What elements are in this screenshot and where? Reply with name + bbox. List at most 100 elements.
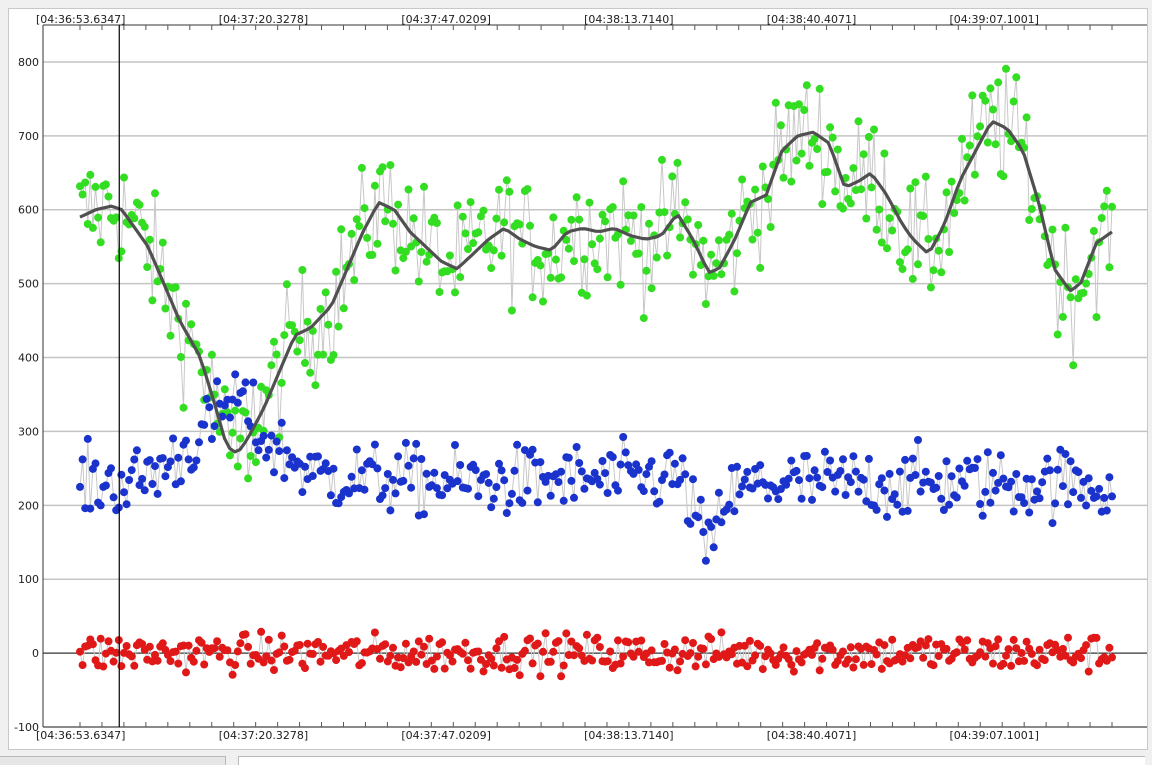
data-point (818, 200, 827, 209)
data-point (1061, 223, 1070, 232)
data-point (86, 504, 95, 513)
data-point (536, 672, 545, 681)
data-point (523, 185, 532, 194)
bottom-left-panel[interactable] (0, 756, 226, 765)
data-point (187, 320, 196, 329)
data-point (254, 446, 263, 455)
data-point (771, 660, 780, 669)
data-point (497, 251, 506, 260)
data-point (960, 645, 969, 654)
data-point (210, 644, 219, 653)
data-point (370, 440, 379, 449)
data-point (699, 644, 708, 653)
data-point (582, 291, 591, 300)
data-point (295, 336, 304, 345)
data-point (567, 637, 576, 646)
data-point (813, 639, 822, 648)
data-point (727, 650, 736, 659)
data-point (699, 528, 708, 536)
data-point (1058, 482, 1067, 491)
data-point (220, 385, 229, 394)
data-point (709, 543, 718, 552)
data-point (743, 662, 752, 671)
data-point (787, 660, 796, 669)
chart-canvas[interactable]: [04:36:53.6347] [04:37:20.3278] [04:37:47.… (9, 9, 1147, 749)
data-point (1102, 506, 1111, 515)
data-point (404, 185, 413, 194)
data-point (745, 636, 754, 645)
data-point (489, 494, 498, 503)
data-point (919, 653, 928, 662)
data-point (1007, 477, 1016, 486)
data-point (570, 651, 578, 660)
top-time-labels: [04:36:53.6347] [04:37:20.3278] [04:37:47.… (36, 13, 1039, 26)
data-point (681, 198, 690, 207)
data-point (280, 474, 289, 483)
data-point (88, 223, 97, 232)
data-point (828, 645, 837, 654)
data-point (492, 644, 501, 653)
data-point (389, 643, 397, 652)
data-point (233, 647, 242, 656)
data-point (908, 454, 917, 463)
data-point (714, 236, 723, 245)
data-point (357, 466, 366, 475)
data-point (407, 483, 416, 492)
data-point (694, 221, 703, 229)
data-point (642, 266, 651, 275)
data-point (914, 260, 922, 269)
data-point (839, 647, 847, 656)
data-point (293, 347, 302, 356)
data-point (851, 467, 860, 476)
data-point (1066, 457, 1075, 466)
data-point (386, 161, 395, 170)
data-point (396, 663, 405, 672)
data-point (151, 189, 159, 198)
data-point (1089, 227, 1098, 235)
data-point (751, 185, 760, 194)
data-point (246, 659, 255, 668)
data-point (906, 184, 915, 193)
data-point (709, 271, 718, 280)
data-point (893, 500, 902, 509)
data-point (438, 491, 447, 500)
y-tick-label: 700 (18, 130, 39, 143)
data-point (117, 662, 126, 671)
data-point (541, 629, 550, 638)
data-point (849, 663, 858, 672)
data-point (314, 638, 322, 646)
data-point (557, 467, 566, 476)
data-point (226, 413, 234, 422)
data-point (417, 650, 426, 659)
data-point (738, 175, 747, 184)
x-time-label-top: [04:38:13.7140] (584, 13, 673, 26)
data-point (981, 487, 990, 496)
data-point (461, 229, 470, 238)
data-point (166, 331, 175, 340)
bottom-right-panel[interactable] (238, 756, 1145, 765)
data-point (756, 263, 765, 272)
data-point (740, 641, 749, 650)
data-point (748, 235, 757, 244)
data-point (233, 462, 242, 471)
data-point (921, 641, 930, 650)
data-point (285, 655, 294, 664)
data-point (903, 506, 912, 515)
data-point (507, 306, 516, 315)
chart-frame[interactable]: [04:36:53.6347] [04:37:20.3278] [04:37:47.… (8, 8, 1148, 750)
data-point (83, 434, 92, 443)
data-point (401, 438, 410, 447)
data-point (381, 484, 390, 493)
data-point (539, 297, 547, 306)
data-point (572, 193, 581, 202)
data-point (127, 466, 136, 475)
data-point (603, 489, 612, 497)
data-point (1053, 330, 1062, 339)
data-point (1051, 499, 1060, 508)
data-point (275, 648, 284, 657)
data-point (792, 647, 801, 656)
data-point (717, 518, 726, 527)
data-point (482, 660, 491, 668)
data-point (497, 663, 506, 672)
data-point (1105, 643, 1114, 652)
